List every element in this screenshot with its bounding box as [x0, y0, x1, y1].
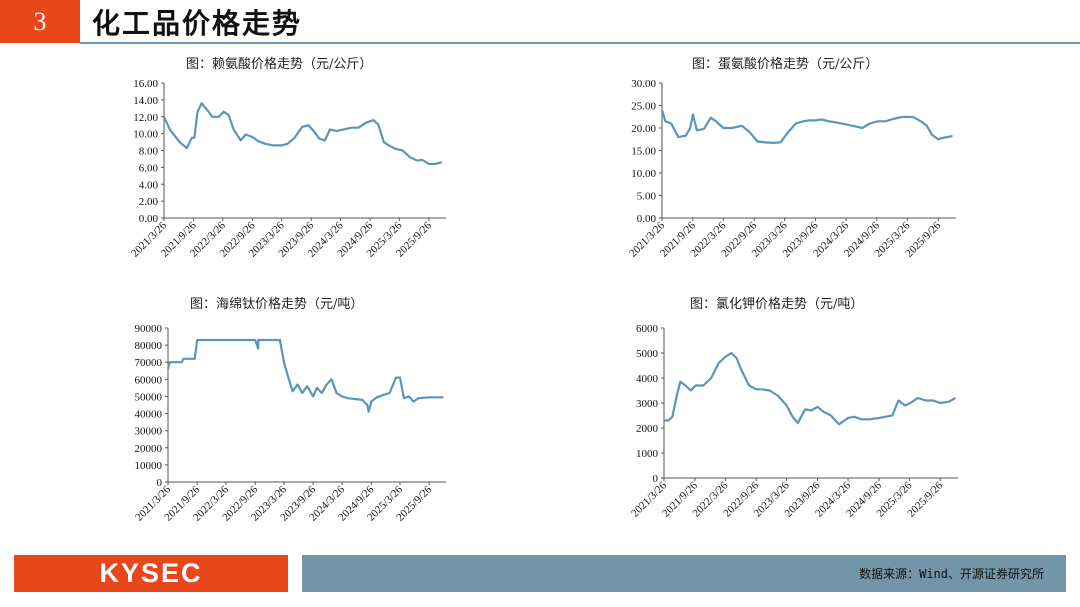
y-tick-label: 10.00: [133, 129, 158, 141]
y-tick-label: 16.00: [133, 78, 158, 90]
y-tick-label: 0: [157, 477, 163, 489]
y-tick-label: 6000: [636, 323, 659, 335]
series-line: [664, 351, 956, 426]
y-tick-label: 70000: [135, 357, 163, 369]
y-tick-label: 4000: [636, 373, 659, 385]
section-number: 3: [0, 0, 80, 43]
series-line: [166, 338, 444, 413]
y-tick-label: 60000: [135, 374, 163, 386]
y-tick-label: 15.00: [631, 146, 656, 158]
y-tick-label: 80000: [135, 340, 163, 352]
y-tick-label: 2.00: [139, 196, 159, 208]
chart-title-potassium-chloride: 图：氯化钾价格走势（元/吨）: [690, 297, 864, 312]
y-tick-label: 40000: [135, 409, 163, 421]
y-tick-label: 12.00: [133, 112, 158, 124]
y-tick-label: 25.00: [631, 101, 656, 113]
y-tick-label: 30000: [135, 426, 163, 438]
potassium-chloride-price-chart: 01000200030004000500060002021/3/262021/9…: [629, 323, 958, 520]
y-tick-label: 30.00: [631, 78, 656, 90]
y-tick-label: 5.00: [637, 191, 657, 203]
page-title: 化工品价格走势: [92, 7, 303, 40]
y-tick-label: 3000: [636, 398, 659, 410]
lysine-price-chart: 0.00 2.00 4.00 6.00 8.00 10.00 12.00 14.00 16.00…: [129, 78, 446, 260]
y-tick-label: 1000: [636, 448, 659, 460]
chart-title-methionine: 图：蛋氨酸价格走势（元/公斤）: [692, 57, 879, 72]
titanium-sponge-price-chart: 0 10000 20000 30000 40000 50000 60000 70000 8000…: [133, 323, 446, 524]
footer-bar: 数据来源：Wind、开源证券研究所: [302, 555, 1066, 592]
y-tick-label: 20.00: [631, 123, 656, 135]
y-tick-label: 0: [653, 473, 659, 485]
y-tick-label: 0.00: [637, 213, 657, 225]
chart-title-lysine: 图：赖氨酸价格走势（元/公斤）: [186, 57, 373, 72]
kysec-logo: KYSEC: [14, 555, 288, 592]
header-divider: [80, 42, 1080, 44]
chart-title-titanium-sponge: 图：海绵钛价格走势（元/吨）: [190, 297, 364, 312]
y-tick-label: 5000: [636, 348, 659, 360]
y-tick-label: 4.00: [139, 179, 159, 191]
series-line: [163, 102, 443, 166]
y-tick-label: 20000: [135, 443, 163, 455]
y-tick-label: 14.00: [133, 95, 158, 107]
y-tick-label: 8.00: [139, 146, 159, 158]
series-line: [660, 109, 953, 145]
y-tick-label: 6.00: [139, 162, 159, 174]
methionine-price-chart: 0.005.0010.0015.0020.0025.0030.002021/3/…: [627, 78, 956, 260]
data-source: 数据来源：Wind、开源证券研究所: [859, 567, 1044, 581]
y-tick-label: 10000: [135, 460, 163, 472]
y-tick-label: 50000: [135, 391, 163, 403]
y-tick-label: 0.00: [139, 213, 159, 225]
y-tick-label: 2000: [636, 423, 659, 435]
y-tick-label: 90000: [135, 323, 163, 335]
y-tick-label: 10.00: [631, 168, 656, 180]
